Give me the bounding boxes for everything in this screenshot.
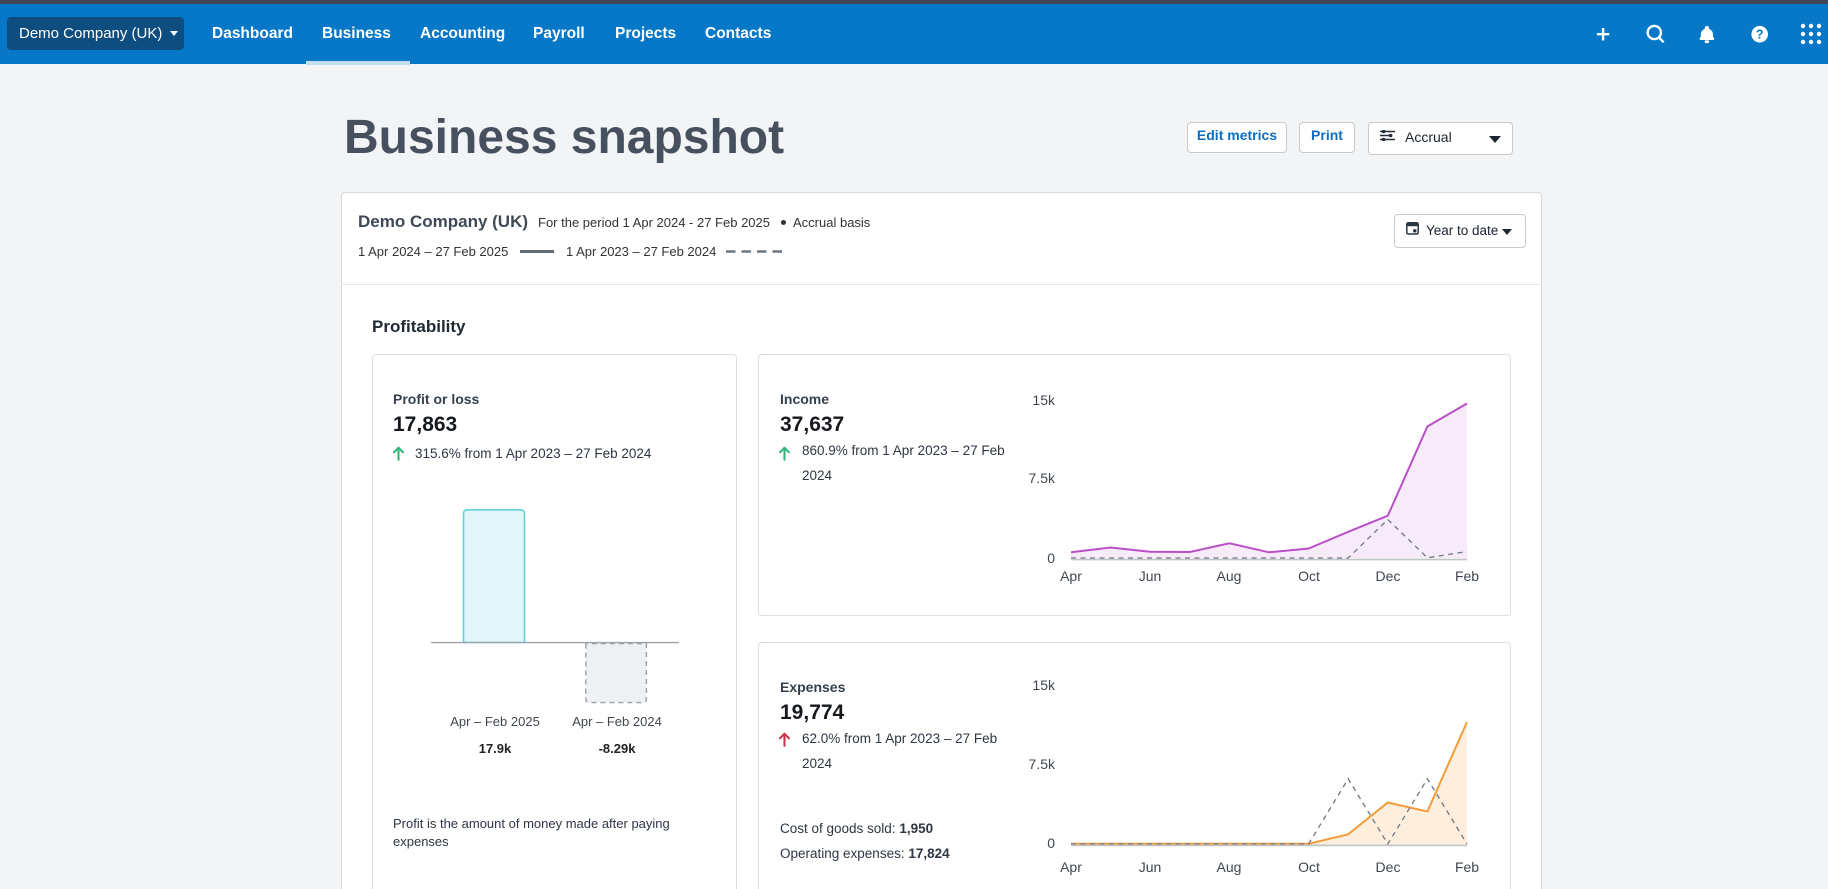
svg-text:?: ?	[1756, 28, 1764, 42]
